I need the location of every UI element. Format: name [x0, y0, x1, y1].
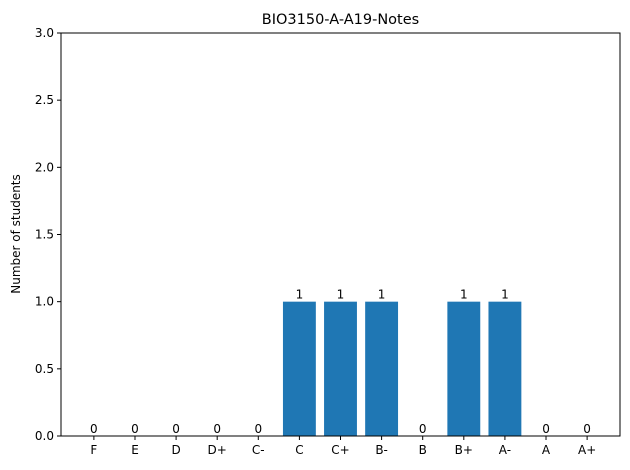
y-tick-label: 2.0 — [35, 160, 54, 174]
y-axis-label: Number of students — [9, 174, 23, 294]
plot-frame — [60, 32, 621, 437]
bar-value-label: 0 — [131, 422, 139, 436]
x-tick-label: B- — [375, 443, 388, 457]
bar-value-label: 0 — [583, 422, 591, 436]
x-tick-label: A- — [499, 443, 511, 457]
y-tick-label: 0.0 — [35, 429, 54, 443]
x-tick-label: F — [90, 443, 97, 457]
y-axis: 0.0 0.5 1.0 1.5 2.0 2.5 3.0 — [35, 26, 61, 443]
y-tick-label: 3.0 — [35, 26, 54, 40]
x-tick-label: C — [295, 443, 303, 457]
x-tick-label: C+ — [331, 443, 349, 457]
bar-value-label: 1 — [296, 288, 304, 302]
x-tick-label: D+ — [208, 443, 227, 457]
bar-C+ — [324, 301, 357, 436]
bar-value-label: 0 — [542, 422, 550, 436]
bar-B+ — [447, 301, 481, 436]
bar-value-label: 0 — [419, 422, 427, 436]
y-tick-label: 1.5 — [35, 228, 54, 242]
bar-C — [282, 301, 316, 436]
x-tick-label: D — [171, 443, 180, 457]
x-tick-label: E — [131, 443, 139, 457]
data-labels-group: 0 0 0 0 0 1 1 1 0 1 1 0 0 — [90, 288, 591, 436]
chart-title: BIO3150-A-A19-Notes — [262, 12, 419, 28]
bar-value-label: 1 — [501, 288, 509, 302]
bar-value-label: 1 — [378, 288, 386, 302]
bar-value-label: 0 — [172, 422, 180, 436]
bar-value-label: 1 — [460, 288, 468, 302]
bar-value-label: 0 — [213, 422, 221, 436]
x-axis: F E D D+ C- C C+ B- B B+ A- A A+ — [90, 436, 596, 457]
bars-group — [282, 301, 522, 436]
y-tick-label: 0.5 — [35, 362, 54, 376]
y-tick-label: 2.5 — [35, 93, 54, 107]
x-tick-label: A+ — [578, 443, 596, 457]
bar-value-label: 0 — [90, 422, 98, 436]
bar-value-label: 1 — [337, 288, 345, 302]
bar-B- — [365, 301, 399, 436]
y-tick-label: 1.0 — [35, 295, 54, 309]
bar-A- — [488, 301, 522, 436]
x-tick-label: A — [542, 443, 551, 457]
bar-value-label: 0 — [254, 422, 262, 436]
x-tick-label: B+ — [455, 443, 473, 457]
x-tick-label: C- — [252, 443, 265, 457]
x-tick-label: B — [419, 443, 427, 457]
